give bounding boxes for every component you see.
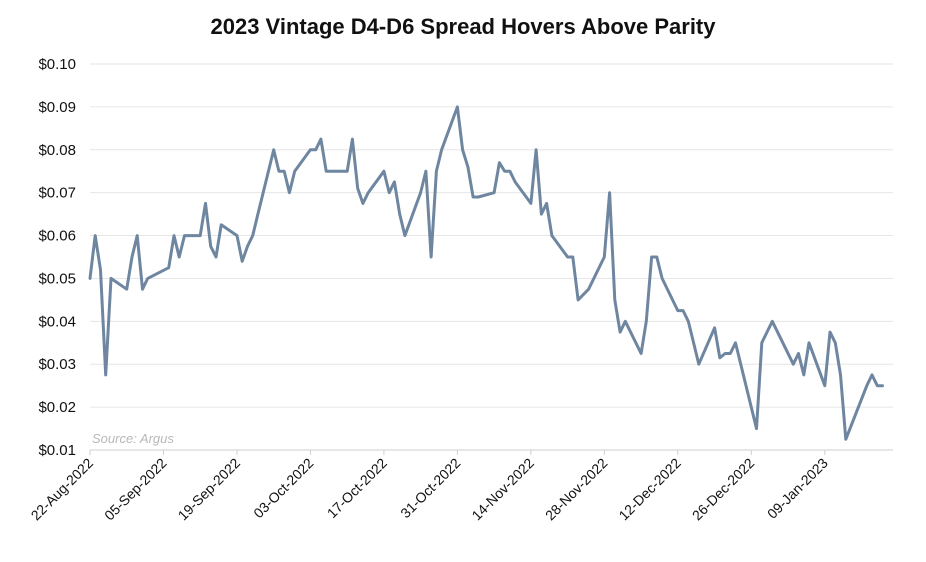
x-tick-label: 26-Dec-2022	[689, 455, 758, 524]
y-tick-label: $0.03	[38, 356, 76, 373]
source-note: Source: Argus	[92, 431, 174, 446]
y-tick-label: $0.06	[38, 228, 76, 245]
x-tick-label: 28-Nov-2022	[542, 455, 611, 524]
x-tick-label: 17-Oct-2022	[324, 455, 390, 521]
x-tick-label: 03-Oct-2022	[250, 455, 316, 521]
x-tick-label: 09-Jan-2023	[764, 455, 831, 522]
y-tick-label: $0.09	[38, 99, 76, 116]
x-tick-label: 22-Aug-2022	[28, 455, 97, 524]
x-tick-label: 14-Nov-2022	[468, 455, 537, 524]
x-tick-label: 05-Sep-2022	[101, 455, 170, 524]
x-tick-label: 31-Oct-2022	[397, 455, 463, 521]
y-tick-label: $0.07	[38, 185, 76, 202]
y-tick-label: $0.02	[38, 399, 76, 416]
series-line	[88, 105, 884, 441]
x-axis-ticks: 22-Aug-2022 05-Sep-2022 19-Sep-2022 03-Oct-…	[28, 450, 831, 523]
y-axis-ticks: $0.01 $0.02 $0.03 $0.04 $0.05 $0.06 $0.07 $0.08…	[38, 56, 76, 459]
chart-title: 2023 Vintage D4-D6 Spread Hovers Above P…	[210, 14, 716, 39]
y-tick-label: $0.01	[38, 442, 76, 459]
y-tick-label: $0.08	[38, 142, 76, 159]
y-tick-label: $0.05	[38, 270, 76, 287]
y-tick-label: $0.10	[38, 56, 76, 73]
x-tick-label: 19-Sep-2022	[175, 455, 244, 524]
y-tick-label: $0.04	[38, 313, 76, 330]
x-tick-label: 12-Dec-2022	[615, 455, 684, 524]
